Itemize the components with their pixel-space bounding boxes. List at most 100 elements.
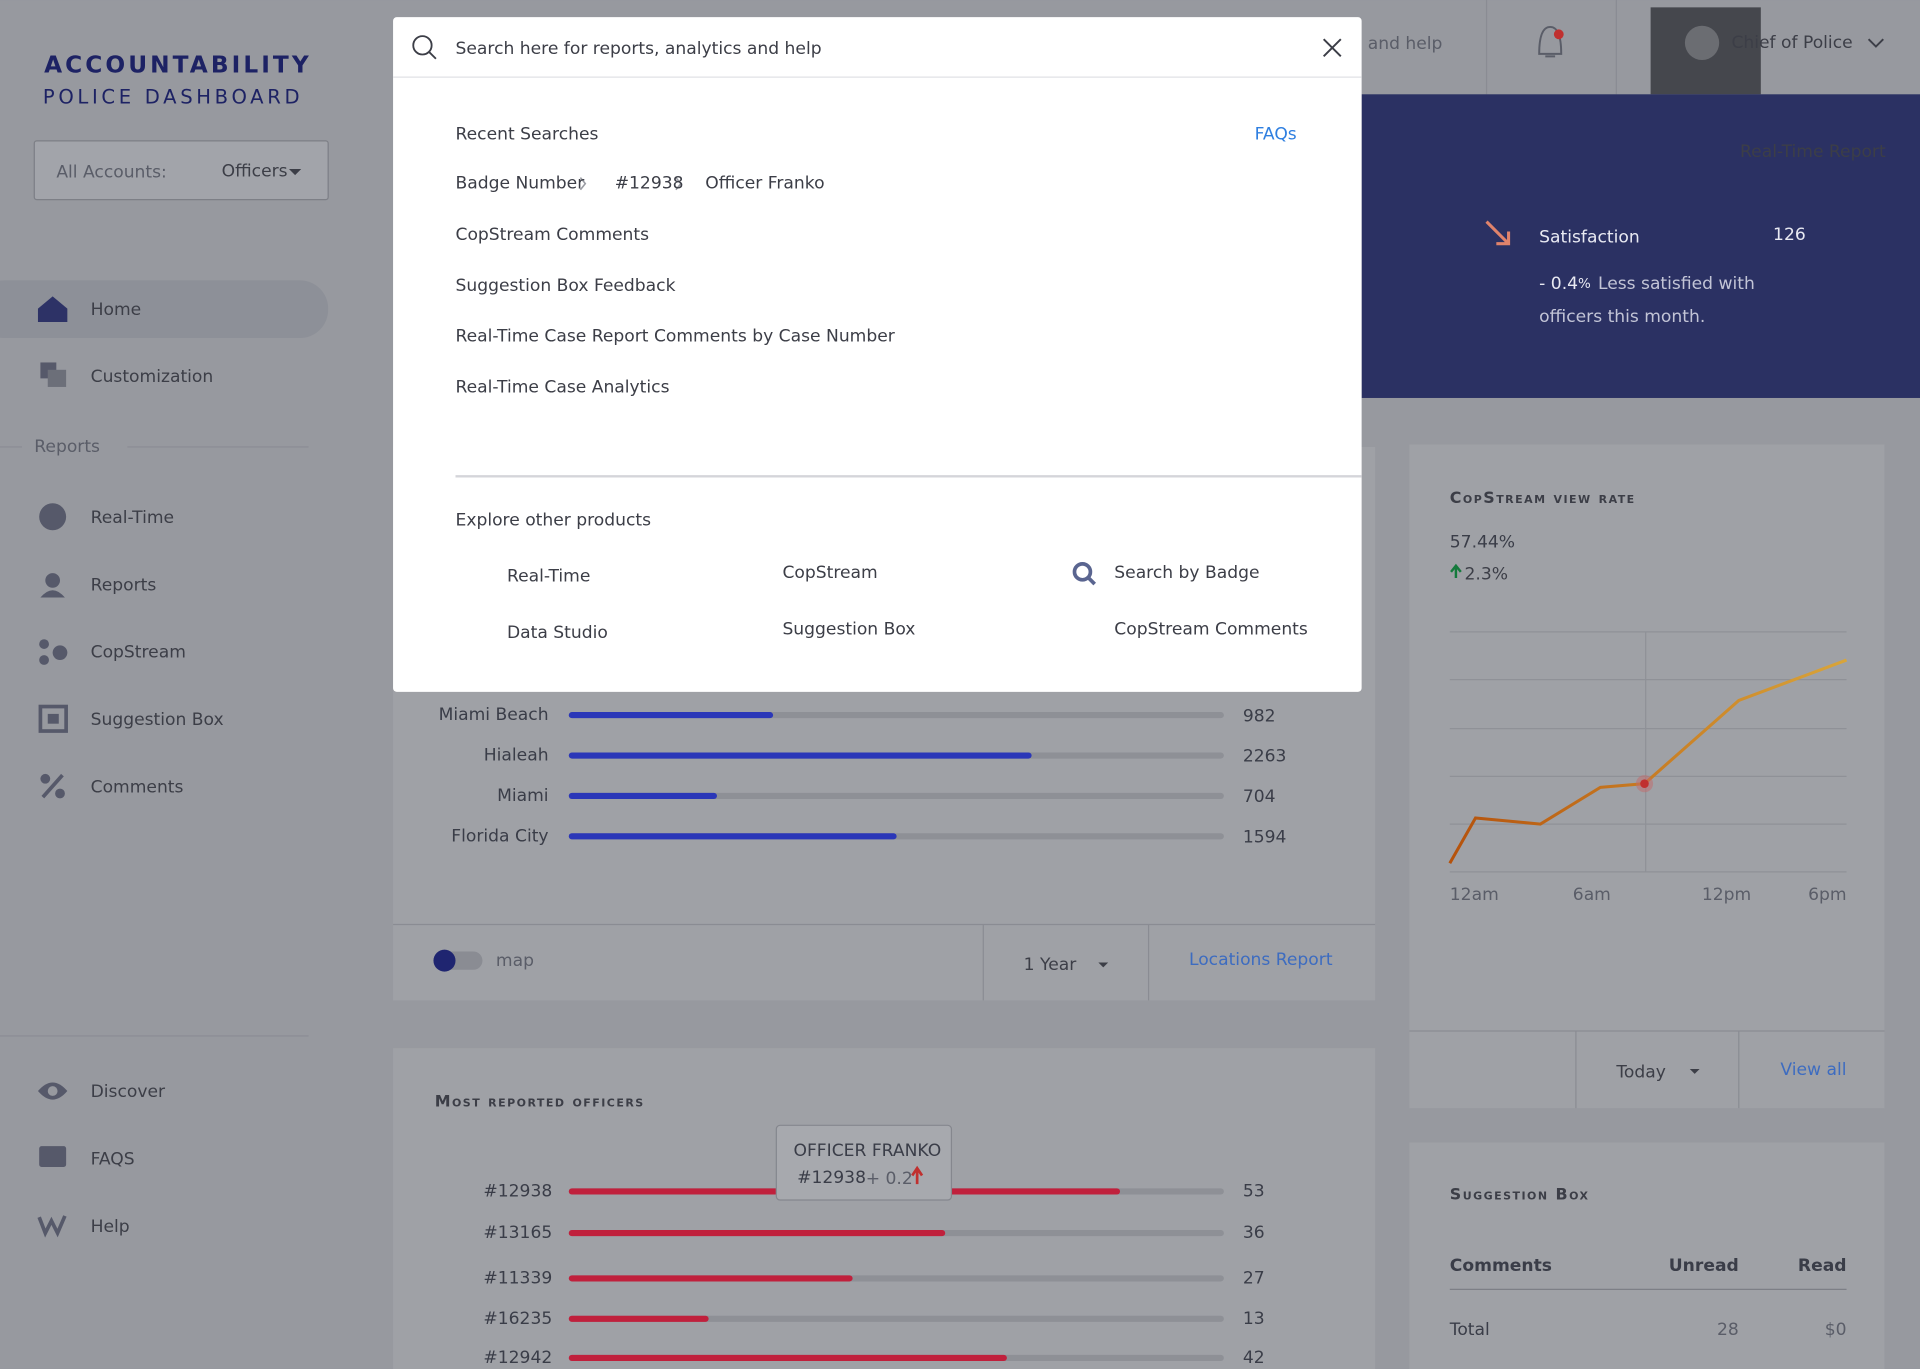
search-hint: and help: [1368, 34, 1443, 54]
account-label: All Accounts:: [56, 163, 167, 183]
column-header: Comments: [1450, 1256, 1552, 1276]
faqs-link[interactable]: FAQs: [1255, 125, 1297, 145]
product-link[interactable]: Data Studio: [507, 623, 608, 643]
badge-search-icon: [1087, 576, 1096, 586]
nav-item[interactable]: Suggestion Box: [91, 710, 224, 730]
location-name: Miami: [497, 786, 548, 806]
toggle-label: map: [496, 951, 534, 971]
breadcrumb-chevrons: [579, 177, 682, 191]
breadcrumb[interactable]: #12938: [615, 174, 684, 194]
nav-item[interactable]: Home: [91, 300, 142, 320]
recent-search[interactable]: Real-Time Case Analytics: [456, 378, 670, 398]
banner-desc: officers this month.: [1539, 307, 1705, 327]
card-title: CopStream view rate: [1450, 488, 1636, 507]
search-input[interactable]: Search here for reports, analytics and h…: [456, 39, 822, 59]
table-cell: $0: [1825, 1320, 1847, 1340]
suggestion-card: [1409, 1142, 1885, 1369]
change-value: - 0.4: [1539, 274, 1578, 294]
bell-icon[interactable]: [1538, 25, 1563, 58]
product-link[interactable]: Search by Badge: [1114, 563, 1259, 583]
officer-badge: #11339: [483, 1268, 552, 1288]
officer-badge: #12942: [483, 1348, 552, 1368]
product-link[interactable]: Suggestion Box: [782, 619, 915, 639]
nav-item[interactable]: Real-Time: [91, 508, 174, 528]
down-arrow: [1485, 220, 1511, 246]
avatar-face: [1684, 25, 1720, 61]
x-label: 6pm: [1808, 885, 1846, 905]
search-icon: [412, 35, 433, 56]
view-rate: 57.44%: [1450, 532, 1515, 552]
x-label: 12am: [1450, 885, 1499, 905]
brand: POLICE DASHBOARD: [43, 85, 303, 108]
period-select[interactable]: Today: [1615, 1063, 1666, 1083]
active-nav: [0, 280, 329, 338]
location-value: 2263: [1243, 747, 1287, 767]
toggle-knob[interactable]: [433, 949, 456, 972]
nav-item[interactable]: FAQS: [91, 1150, 135, 1170]
point: [1640, 779, 1649, 788]
recent-search[interactable]: CopStream Comments: [456, 225, 650, 245]
location-name: Hialeah: [484, 746, 549, 766]
x-label: 6am: [1573, 885, 1611, 905]
search-icon: [428, 51, 437, 60]
nav-item[interactable]: Customization: [91, 367, 214, 387]
officer-badge: #13165: [483, 1223, 552, 1243]
card-title: Suggestion Box: [1450, 1185, 1590, 1204]
location-name: Florida City: [451, 826, 548, 846]
nav-item[interactable]: Reports: [91, 575, 157, 595]
location-value: 704: [1243, 787, 1276, 807]
recent-search[interactable]: Suggestion Box Feedback: [456, 276, 676, 296]
column-header: Read: [1798, 1256, 1847, 1276]
close-button[interactable]: [1322, 38, 1342, 58]
banner: [1361, 94, 1920, 398]
breadcrumb[interactable]: Badge Number: [456, 174, 586, 194]
table-cell: 28: [1717, 1320, 1739, 1340]
officer-value: 13: [1243, 1309, 1265, 1329]
officer-badge: #16235: [483, 1309, 552, 1329]
banner-title: Satisfaction: [1539, 228, 1640, 248]
recent-search[interactable]: Real-Time Case Report Comments by Case N…: [456, 327, 896, 347]
brand: ACCOUNTABILITY: [44, 52, 312, 79]
nav-item[interactable]: CopStream: [91, 643, 186, 663]
officer-badge: #12938: [483, 1181, 552, 1201]
locations-link[interactable]: Locations Report: [1189, 950, 1333, 970]
banner-change: - 0.4%: [1539, 274, 1591, 294]
officer-value: 42: [1243, 1348, 1265, 1368]
report-link[interactable]: Real-Time Report: [1740, 142, 1886, 162]
tooltip-name: OFFICER FRANKO: [793, 1141, 941, 1161]
nav-item[interactable]: Comments: [91, 777, 184, 797]
banner-desc: Less satisfied with: [1598, 274, 1755, 294]
product-link[interactable]: CopStream: [782, 563, 877, 583]
nav-item[interactable]: Help: [91, 1217, 130, 1237]
location-value: 1594: [1243, 828, 1287, 848]
officer-value: 36: [1243, 1223, 1265, 1243]
product-link[interactable]: CopStream Comments: [1114, 619, 1308, 639]
view-all-link[interactable]: View all: [1780, 1060, 1846, 1080]
location-value: 982: [1243, 706, 1276, 726]
period-select[interactable]: 1 Year: [1024, 955, 1078, 975]
account-value[interactable]: Officers: [222, 161, 288, 181]
change-unit: %: [1578, 277, 1591, 292]
nav-icons: [37, 296, 68, 1238]
section-heading: Recent Searches: [456, 125, 599, 145]
tooltip-badge: #12938: [797, 1168, 866, 1188]
officer-value: 53: [1243, 1181, 1265, 1201]
user-name[interactable]: Chief of Police: [1731, 33, 1852, 53]
breadcrumb[interactable]: Officer Franko: [705, 174, 824, 194]
badge-search-icon: [1072, 562, 1093, 582]
section-heading: Reports: [34, 437, 100, 457]
up-arrow: [911, 1165, 924, 1185]
user-caret[interactable]: [1867, 38, 1884, 48]
up-arrow: [1450, 563, 1462, 578]
product-link[interactable]: Real-Time: [507, 567, 590, 587]
view-rate-line: [1448, 658, 1848, 865]
account-select[interactable]: [33, 140, 329, 201]
nav-item[interactable]: Discover: [91, 1082, 166, 1102]
banner-score: 126: [1773, 225, 1806, 245]
table-cell: Total: [1449, 1320, 1490, 1340]
column-header: Unread: [1669, 1256, 1739, 1276]
tooltip-change: + 0.2: [866, 1169, 913, 1189]
bars: [568, 712, 1224, 1362]
